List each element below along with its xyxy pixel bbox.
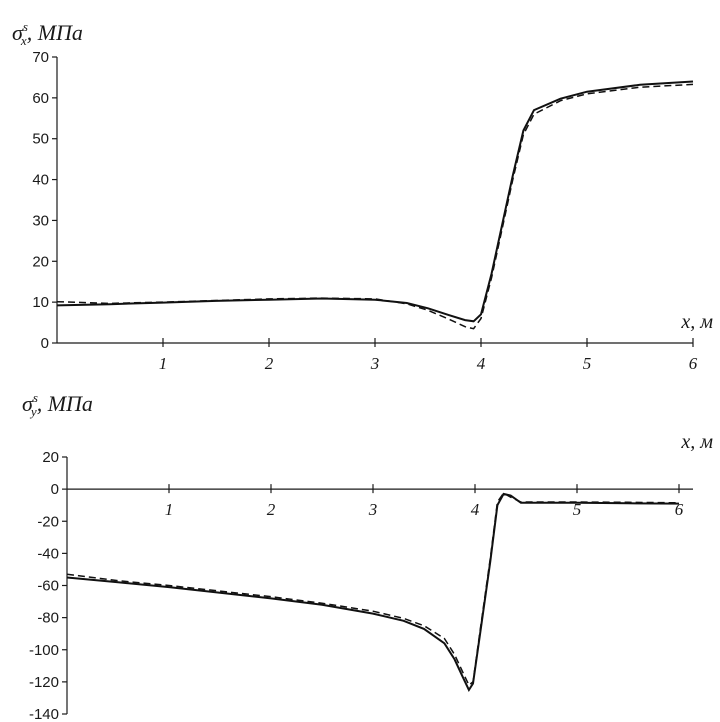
x-tick-label: 4 <box>471 500 480 519</box>
x-tick-label: 1 <box>165 500 174 519</box>
y-tick-label: 20 <box>42 449 59 466</box>
y-axis-symbol: σ <box>12 20 24 45</box>
series-line-solid <box>56 80 694 323</box>
y-axis-comma: , <box>37 391 48 416</box>
x-tick-label: 6 <box>689 354 698 373</box>
x-tick-label: 5 <box>573 500 582 519</box>
x-tick-label: 3 <box>368 500 378 519</box>
y-axis-subscript: y <box>29 404 37 419</box>
y-axis-title: σs x, МПа <box>12 19 83 48</box>
y-tick-label: 70 <box>32 49 49 66</box>
series-line-dashed <box>56 83 694 330</box>
y-tick-label: -120 <box>29 674 59 691</box>
y-axis-superscript: s <box>23 19 28 34</box>
y-tick-label: 0 <box>51 481 59 498</box>
y-tick-label: 40 <box>32 172 49 189</box>
y-tick-label: -80 <box>37 610 59 627</box>
chart-sigma-x: 0 10 20 30 40 50 60 70 1 2 3 4 5 6 x, м σs x, МПа <box>12 19 713 373</box>
x-tick-label: 2 <box>265 354 274 373</box>
y-tick-label: 10 <box>32 294 49 311</box>
y-axis-comma: , <box>27 20 38 45</box>
x-tick-label: 3 <box>370 354 380 373</box>
x-tick-label: 1 <box>159 354 168 373</box>
y-tick-label: -40 <box>37 545 59 562</box>
y-tick-label: 0 <box>41 335 49 352</box>
y-tick-label: -20 <box>37 513 59 530</box>
y-axis-symbol: σ <box>22 391 34 416</box>
x-axis-title: x, м <box>680 311 713 333</box>
y-axis-unit: МПа <box>47 391 93 416</box>
x-tick-label: 5 <box>583 354 592 373</box>
series-line-dashed <box>66 492 680 687</box>
y-tick-label: 30 <box>32 212 49 229</box>
y-axis-title: σs y, МПа <box>22 390 93 419</box>
x-tick-label: 6 <box>675 500 684 519</box>
series-line-solid <box>66 492 680 692</box>
y-tick-label: 20 <box>32 253 49 270</box>
chart-sigma-y: 20 0 -20 -40 -60 -80 -100 -120 -140 1 2 3 4 5 6 x, м σs y… <box>22 390 713 722</box>
y-tick-label: -100 <box>29 642 59 659</box>
x-tick-label: 2 <box>267 500 276 519</box>
y-tick-label: -140 <box>29 706 59 722</box>
x-tick-label: 4 <box>477 354 486 373</box>
y-tick-label: 50 <box>32 131 49 148</box>
y-axis-superscript: s <box>33 390 38 405</box>
y-axis-subscript: x <box>20 33 27 48</box>
y-tick-label: -60 <box>37 578 59 595</box>
x-axis-title: x, м <box>680 431 713 453</box>
y-tick-label: 60 <box>32 90 49 107</box>
y-axis-unit: МПа <box>37 20 83 45</box>
